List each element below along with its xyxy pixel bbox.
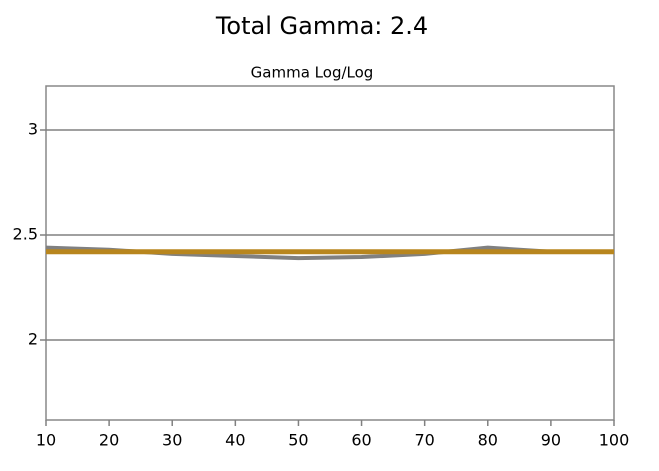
x-tick-label: 20 — [99, 431, 119, 450]
x-tick-label: 10 — [36, 431, 56, 450]
x-tick-label: 100 — [599, 431, 630, 450]
x-tick-label: 70 — [414, 431, 434, 450]
y-tick-label: 2.5 — [13, 225, 38, 244]
chart-title: Total Gamma: 2.4 — [215, 12, 428, 40]
x-tick-label: 40 — [225, 431, 245, 450]
y-tick-label: 2 — [28, 330, 38, 349]
x-tick-label: 30 — [162, 431, 182, 450]
x-tick-label: 80 — [478, 431, 498, 450]
chart-subtitle: Gamma Log/Log — [251, 64, 374, 82]
y-tick-label: 3 — [28, 120, 38, 139]
x-tick-label: 50 — [288, 431, 308, 450]
x-tick-label: 90 — [541, 431, 561, 450]
x-tick-label: 60 — [351, 431, 371, 450]
